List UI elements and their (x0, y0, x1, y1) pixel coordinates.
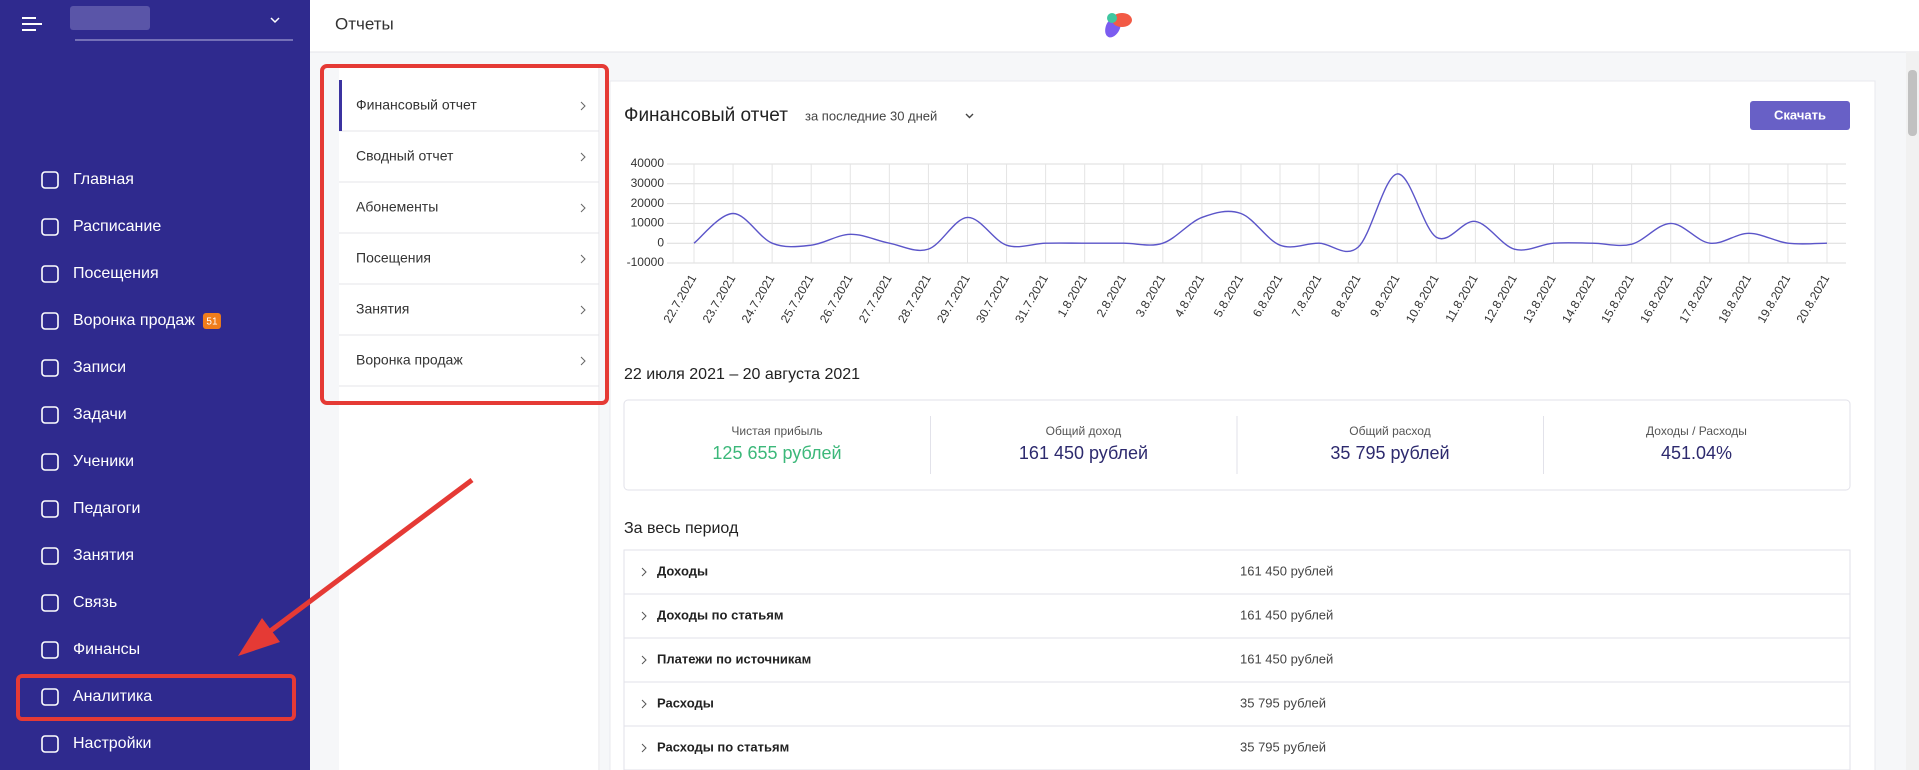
row-name: Расходы (657, 695, 714, 710)
nav-icon[interactable] (41, 312, 59, 330)
y-tick-label: 10000 (631, 216, 665, 230)
period-chevron[interactable] (965, 113, 974, 119)
nav-item[interactable]: Настройки (73, 735, 151, 752)
nav-item[interactable]: Занятия (73, 547, 134, 564)
sidebar (0, 0, 310, 770)
report-menu (339, 66, 600, 770)
menu-item[interactable]: Сводный отчет (356, 148, 454, 164)
nav-item[interactable]: Аналитика (73, 688, 152, 705)
account-chevron[interactable] (270, 17, 280, 24)
header-title: Отчеты (335, 14, 394, 33)
y-tick-label: 0 (657, 235, 664, 249)
download-button-bg[interactable] (1750, 101, 1850, 130)
scrollbar-thumb[interactable] (1908, 70, 1917, 136)
logo (1105, 13, 1132, 38)
menu-toggle[interactable] (22, 17, 42, 31)
scrollbar[interactable] (1906, 52, 1919, 770)
table-row[interactable] (623, 549, 1851, 595)
annotation-arrow (238, 477, 474, 656)
row-name: Доходы (657, 563, 708, 578)
nav-item[interactable]: Воронка продаж (73, 312, 195, 329)
menu-chevron[interactable] (580, 254, 586, 264)
y-tick-label: 20000 (631, 196, 665, 210)
menu-item[interactable]: Занятия (356, 301, 409, 317)
nav-item[interactable]: Главная (73, 171, 134, 188)
row-chevron[interactable] (641, 655, 647, 665)
nav-item[interactable]: Посещения (73, 265, 159, 282)
row-value: 161 450 рублей (1240, 607, 1333, 622)
y-tick-label: -10000 (627, 255, 665, 269)
nav-icon[interactable] (41, 735, 59, 753)
stat-value: 161 450 рублей (1019, 443, 1148, 463)
nav-item[interactable]: Задачи (73, 406, 127, 423)
nav-item[interactable]: Педагоги (73, 500, 140, 517)
stat-value: 451.04% (1661, 443, 1732, 463)
menu-chevron[interactable] (580, 203, 586, 213)
nav-icon[interactable] (41, 688, 59, 706)
row-chevron[interactable] (641, 699, 647, 709)
y-tick-label: 30000 (631, 176, 665, 190)
table-row[interactable] (623, 593, 1851, 639)
row-value: 161 450 рублей (1240, 651, 1333, 666)
stat-value: 35 795 рублей (1330, 443, 1449, 463)
menu-active-bar (339, 80, 342, 131)
nav-item[interactable]: Ученики (73, 453, 134, 470)
nav-item[interactable]: Финансы (73, 641, 140, 658)
menu-item[interactable]: Воронка продаж (356, 352, 463, 368)
menu-chevron[interactable] (580, 305, 586, 315)
nav-icon[interactable] (41, 359, 59, 377)
row-name: Доходы по статьям (657, 607, 783, 622)
menu-item[interactable]: Финансовый отчет (356, 97, 477, 113)
download-button[interactable]: Скачать (1774, 107, 1826, 122)
nav-badge-bg (202, 313, 221, 329)
menu-item[interactable]: Посещения (356, 250, 431, 266)
menu-chevron[interactable] (580, 356, 586, 366)
menu-chevron[interactable] (580, 101, 586, 111)
row-name: Платежи по источникам (657, 651, 811, 666)
nav-icon[interactable] (41, 218, 59, 236)
section-title: За весь период (624, 520, 739, 537)
stat-label: Общий доход (1046, 424, 1122, 438)
stat-value: 125 655 рублей (712, 443, 841, 463)
menu-item[interactable]: Абонементы (356, 199, 438, 215)
highlight-box (16, 674, 296, 721)
data-line (693, 173, 1828, 253)
row-value: 35 795 рублей (1240, 695, 1326, 710)
nav-icon[interactable] (41, 453, 59, 471)
nav-icon[interactable] (41, 594, 59, 612)
row-chevron[interactable] (641, 567, 647, 577)
account-avatar (70, 6, 150, 30)
stat-label: Чистая прибыль (731, 424, 822, 438)
highlight-box (320, 64, 609, 405)
stat-label: Доходы / Расходы (1646, 424, 1747, 438)
menu-chevron[interactable] (580, 152, 586, 162)
row-value: 35 795 рублей (1240, 739, 1326, 754)
nav-icon[interactable] (41, 547, 59, 565)
date-range: 22 июля 2021 – 20 августа 2021 (624, 366, 860, 383)
nav-icon[interactable] (41, 406, 59, 424)
nav-icon[interactable] (41, 641, 59, 659)
period-select[interactable]: за последние 30 дней (805, 108, 937, 123)
row-value: 161 450 рублей (1240, 563, 1333, 578)
row-name: Расходы по статьям (657, 739, 789, 754)
nav-icon[interactable] (41, 171, 59, 189)
chart-title: Финансовый отчет (624, 105, 788, 126)
table-row[interactable] (623, 637, 1851, 683)
stat-label: Общий расход (1349, 424, 1430, 438)
table-row[interactable] (623, 681, 1851, 727)
nav-badge: 51 (206, 317, 218, 328)
nav-item[interactable]: Записи (73, 359, 126, 376)
nav-icon[interactable] (41, 265, 59, 283)
table-row[interactable] (623, 725, 1851, 770)
row-chevron[interactable] (641, 611, 647, 621)
y-tick-label: 40000 (631, 156, 665, 170)
nav-item[interactable]: Расписание (73, 218, 161, 235)
nav-item[interactable]: Связь (73, 594, 117, 611)
nav-icon[interactable] (41, 500, 59, 518)
row-chevron[interactable] (641, 743, 647, 753)
